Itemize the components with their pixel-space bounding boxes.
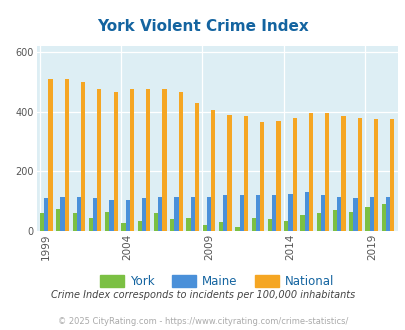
Bar bbox=[308, 113, 312, 231]
Bar bbox=[89, 218, 93, 231]
Bar bbox=[234, 226, 239, 231]
Text: York Violent Crime Index: York Violent Crime Index bbox=[97, 19, 308, 34]
Bar bbox=[170, 219, 174, 231]
Bar bbox=[276, 121, 280, 231]
Bar bbox=[223, 195, 227, 231]
Bar bbox=[243, 116, 247, 231]
Bar bbox=[121, 223, 125, 231]
Bar bbox=[77, 197, 81, 231]
Bar bbox=[385, 197, 389, 231]
Bar bbox=[239, 195, 243, 231]
Bar bbox=[364, 207, 369, 231]
Bar bbox=[178, 92, 182, 231]
Bar bbox=[72, 213, 77, 231]
Bar bbox=[97, 89, 101, 231]
Bar bbox=[190, 197, 194, 231]
Bar bbox=[113, 92, 117, 231]
Bar bbox=[300, 214, 304, 231]
Bar bbox=[186, 217, 190, 231]
Bar bbox=[336, 197, 341, 231]
Bar bbox=[105, 212, 109, 231]
Bar bbox=[348, 212, 353, 231]
Bar bbox=[130, 89, 134, 231]
Bar bbox=[320, 195, 324, 231]
Bar bbox=[125, 200, 130, 231]
Bar bbox=[158, 197, 162, 231]
Bar bbox=[40, 213, 44, 231]
Bar bbox=[44, 198, 48, 231]
Bar bbox=[64, 79, 69, 231]
Legend: York, Maine, National: York, Maine, National bbox=[96, 270, 338, 293]
Bar bbox=[202, 225, 207, 231]
Bar bbox=[357, 118, 361, 231]
Bar bbox=[227, 115, 231, 231]
Bar bbox=[48, 79, 53, 231]
Bar bbox=[389, 119, 394, 231]
Bar bbox=[369, 197, 373, 231]
Bar bbox=[304, 192, 308, 231]
Bar bbox=[316, 213, 320, 231]
Bar bbox=[162, 89, 166, 231]
Bar bbox=[255, 195, 259, 231]
Bar bbox=[93, 198, 97, 231]
Bar bbox=[353, 198, 357, 231]
Bar bbox=[324, 113, 328, 231]
Bar bbox=[211, 110, 215, 231]
Text: © 2025 CityRating.com - https://www.cityrating.com/crime-statistics/: © 2025 CityRating.com - https://www.city… bbox=[58, 317, 347, 326]
Bar bbox=[271, 195, 276, 231]
Bar bbox=[292, 118, 296, 231]
Bar bbox=[381, 204, 385, 231]
Bar bbox=[218, 222, 223, 231]
Bar bbox=[207, 197, 211, 231]
Bar bbox=[60, 197, 64, 231]
Bar bbox=[137, 221, 141, 231]
Bar bbox=[56, 209, 60, 231]
Bar bbox=[153, 213, 158, 231]
Bar bbox=[194, 103, 198, 231]
Bar bbox=[288, 194, 292, 231]
Bar bbox=[267, 219, 271, 231]
Text: Crime Index corresponds to incidents per 100,000 inhabitants: Crime Index corresponds to incidents per… bbox=[51, 290, 354, 300]
Bar bbox=[341, 116, 345, 231]
Bar bbox=[251, 217, 255, 231]
Bar bbox=[259, 122, 264, 231]
Bar bbox=[141, 198, 146, 231]
Bar bbox=[373, 119, 377, 231]
Bar bbox=[332, 210, 336, 231]
Bar bbox=[109, 200, 113, 231]
Bar bbox=[81, 82, 85, 231]
Bar bbox=[146, 89, 150, 231]
Bar bbox=[284, 220, 288, 231]
Bar bbox=[174, 197, 178, 231]
